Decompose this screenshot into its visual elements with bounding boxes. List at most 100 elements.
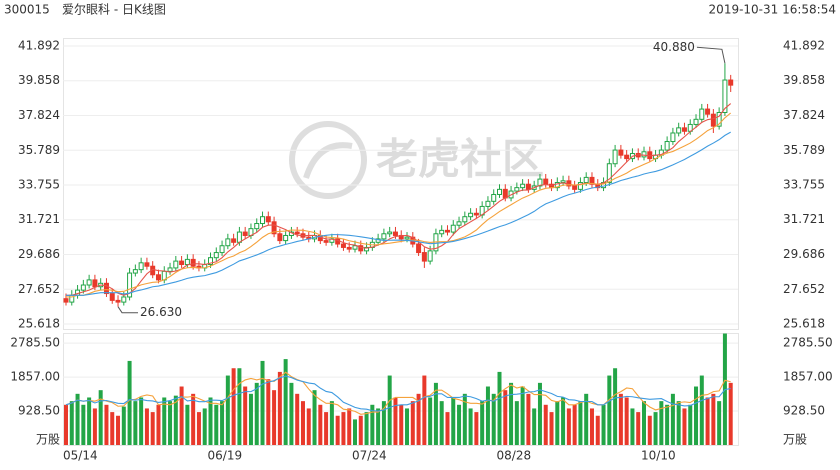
volume-bar: [202, 408, 207, 445]
volume-bar: [387, 375, 392, 445]
candle-body: [641, 151, 647, 158]
price-frame: [63, 38, 739, 330]
volume-bar: [711, 393, 716, 445]
volume-bar: [272, 390, 277, 445]
volume-bar: [393, 397, 398, 445]
candle-body: [236, 231, 242, 243]
volume-bar: [416, 393, 421, 445]
candle-body: [520, 183, 526, 189]
candle-body: [705, 108, 711, 115]
volume-bar: [642, 401, 646, 445]
candle-body: [277, 233, 283, 242]
candle-body: [144, 262, 150, 267]
y-tick-label-left: 31.721: [18, 212, 60, 226]
volume-bar: [589, 408, 594, 445]
y-tick-label-right: 39.858: [783, 73, 825, 87]
volume-bar: [607, 375, 612, 445]
volume-bar: [237, 368, 242, 445]
candle-body: [184, 258, 190, 266]
moving-average-line: [66, 103, 732, 296]
volume-bar: [543, 404, 548, 445]
chart-title: 爱尔眼科 - 日K线图: [62, 2, 166, 17]
volume-bar: [618, 393, 623, 445]
y-tick-label-left: 928.50: [18, 404, 60, 418]
candle-body: [583, 176, 589, 184]
candle-body: [664, 141, 670, 151]
candle-body: [560, 180, 566, 184]
volume-bar: [676, 401, 681, 445]
candle-body: [254, 223, 260, 230]
candle-body: [525, 183, 531, 190]
moving-average-line: [65, 371, 731, 415]
annotation-label: 26.630: [140, 305, 182, 319]
volume-bar: [485, 386, 490, 445]
watermark-logo-mark: [303, 142, 353, 179]
candle-body: [219, 245, 225, 254]
candle-body: [231, 238, 237, 243]
volume-bar: [572, 404, 577, 445]
candle-body: [260, 216, 266, 225]
annotation-leader: [696, 46, 726, 64]
volume-bar: [347, 408, 352, 445]
y-tick-label-left: 2785.50: [10, 336, 60, 350]
volume-bar: [191, 393, 196, 445]
candle-body: [213, 252, 219, 259]
volume-bar: [98, 390, 103, 445]
volume-bar: [127, 360, 132, 445]
watermark-logo: [289, 121, 367, 199]
candle-body: [572, 185, 578, 190]
volume-bar: [699, 375, 704, 445]
volume-bar: [225, 375, 230, 445]
candle-body: [375, 238, 381, 243]
y-tick-label-left: 33.755: [18, 178, 60, 192]
candle-body: [271, 221, 277, 235]
volume-bar: [75, 393, 80, 445]
volume-bar: [433, 382, 438, 445]
moving-average-line: [66, 112, 732, 298]
volume-bar: [324, 412, 329, 445]
volume-bar: [110, 412, 115, 445]
candle-body: [421, 252, 427, 262]
candle-body: [208, 257, 213, 266]
x-tick-label: 07/24: [352, 449, 387, 463]
volume-bar: [289, 382, 294, 445]
candle-body: [728, 79, 734, 86]
volume-bar: [630, 408, 635, 445]
volume-bar: [665, 404, 670, 445]
volume-bar: [243, 386, 248, 445]
volume-bar: [300, 401, 305, 445]
volume-bar: [92, 408, 97, 445]
volume-bar: [491, 393, 496, 445]
volume-bar: [468, 408, 473, 445]
y-tick-label-right: 29.686: [783, 247, 825, 261]
y-tick-label-right: 31.721: [783, 212, 825, 226]
volume-bar: [87, 397, 92, 445]
volume-bar: [682, 408, 687, 445]
candle-body: [103, 282, 109, 295]
y-tick-label-left: 1857.00: [10, 370, 60, 384]
candle-body: [167, 267, 173, 272]
candle-body: [450, 224, 456, 233]
y-tick-label-right: 1857.00: [783, 370, 833, 384]
volume-bar: [694, 386, 699, 445]
watermark-text: 老虎社区: [376, 135, 544, 184]
volume-bar: [584, 393, 589, 445]
candle-body: [63, 298, 69, 303]
candle-body: [294, 231, 300, 235]
volume-bar: [497, 371, 502, 445]
volume-bar: [214, 404, 219, 445]
volume-bar: [728, 382, 733, 445]
candle-body: [80, 284, 86, 291]
y-tick-label-right: 928.50: [783, 404, 825, 418]
candle-body: [283, 234, 289, 242]
volume-bar: [705, 397, 710, 445]
candle-body: [392, 231, 398, 236]
volume-bar: [474, 412, 479, 445]
volume-bar: [578, 401, 583, 445]
volume-bar: [624, 397, 629, 445]
volume-bar: [231, 368, 236, 445]
volume-bar: [439, 401, 444, 445]
volume-bar: [277, 371, 282, 445]
volume-bar: [208, 397, 213, 445]
